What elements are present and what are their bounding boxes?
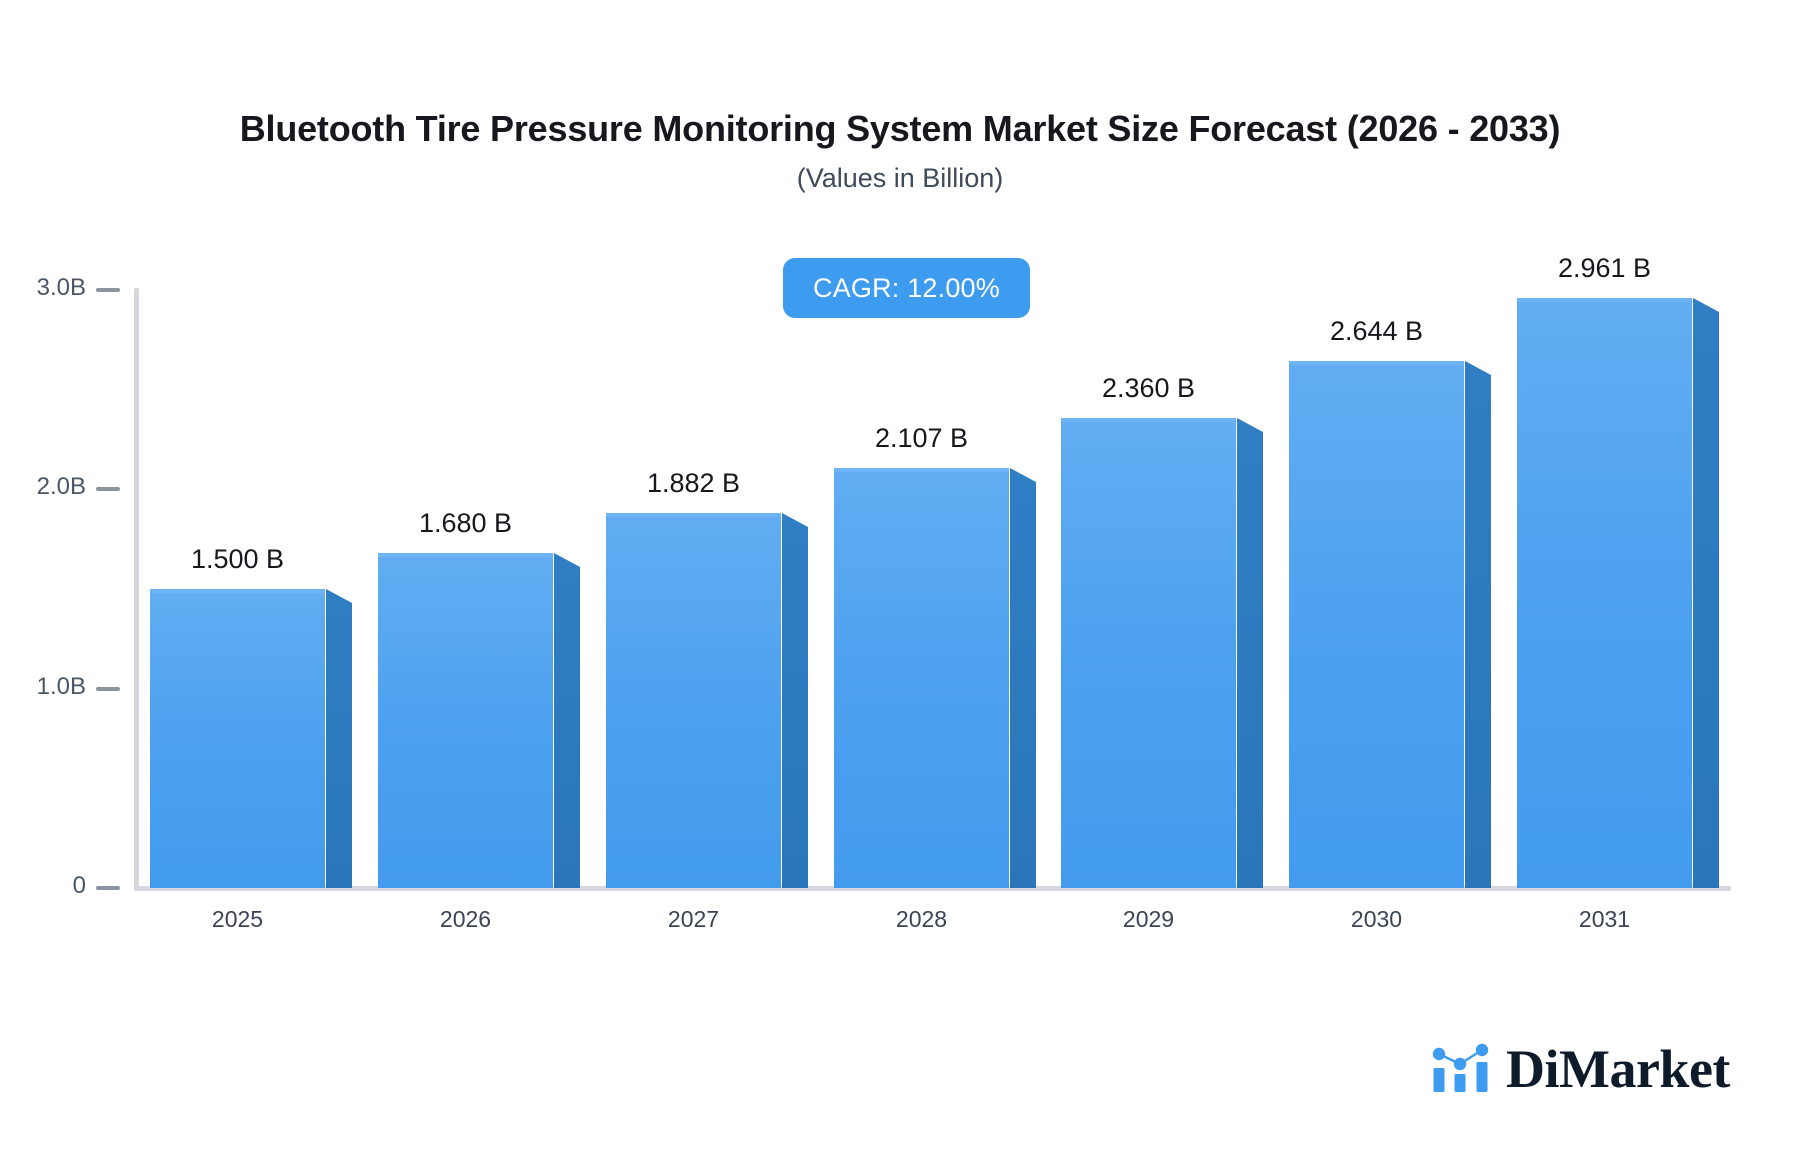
bar-column[interactable]: 2.360 B <box>1061 373 1263 888</box>
brand-logo: DiMarket <box>1430 1038 1730 1099</box>
bar-side-face <box>554 553 580 888</box>
y-axis-tick <box>96 487 120 492</box>
x-axis-tick-label: 2028 <box>895 906 948 932</box>
bar-front-face <box>378 553 553 888</box>
bar-column[interactable]: 1.500 B <box>150 544 352 888</box>
chart-title: Bluetooth Tire Pressure Monitoring Syste… <box>239 108 1561 149</box>
y-axis-tick-label: 2.0B <box>36 473 86 501</box>
bar-front-face <box>606 513 781 888</box>
chart-header: Bluetooth Tire Pressure Monitoring Syste… <box>0 108 1800 194</box>
bar-top-face <box>1061 418 1236 422</box>
bar-column[interactable]: 2.961 B <box>1517 253 1719 888</box>
y-axis-tick <box>96 886 120 890</box>
bar-chart-trend-icon <box>1430 1038 1492 1099</box>
x-axis-tick-label: 2031 <box>1578 906 1631 932</box>
bar-front-face <box>1061 418 1236 888</box>
bar-value-label: 2.644 B <box>1329 316 1424 346</box>
bar-column[interactable]: 2.107 B <box>834 423 1036 888</box>
y-axis-line <box>134 288 139 890</box>
bar-value-label: 2.107 B <box>874 423 969 453</box>
bar-value-label: 1.680 B <box>418 508 513 538</box>
x-axis-tick-label: 2026 <box>439 906 492 932</box>
y-axis-tick-label: 1.0B <box>36 672 86 700</box>
bar-top-face <box>378 553 553 557</box>
bar-top-face <box>1517 298 1692 302</box>
bar-top-face <box>150 589 325 593</box>
x-axis-line <box>134 886 1731 891</box>
brand-name: DiMarket <box>1506 1038 1730 1099</box>
bar-top-face <box>834 468 1009 472</box>
bar-value-label: 2.961 B <box>1557 253 1652 283</box>
y-axis-tick <box>96 288 120 292</box>
chart-subtitle: (Values in Billion) <box>796 163 1004 194</box>
bar-value-label: 2.360 B <box>1101 373 1196 403</box>
bar-value-label: 1.882 B <box>646 468 741 498</box>
bar-front-face <box>1289 361 1464 888</box>
y-axis-tick <box>96 686 120 691</box>
bar-value-label: 1.500 B <box>190 544 285 574</box>
bar-side-face <box>326 589 352 888</box>
x-axis-tick-label: 2030 <box>1350 906 1403 932</box>
bar-column[interactable]: 2.644 B <box>1289 316 1491 888</box>
bar-side-face <box>1465 361 1491 888</box>
bar-side-face <box>1693 298 1719 888</box>
x-axis-tick-label: 2029 <box>1122 906 1175 932</box>
bar-top-face <box>606 513 781 517</box>
y-axis-tick-label: 0 <box>72 872 86 899</box>
bar-side-face <box>782 513 808 888</box>
bar-column[interactable]: 1.680 B <box>378 508 580 888</box>
bar-column[interactable]: 1.882 B <box>606 468 808 888</box>
bar-front-face <box>834 468 1009 888</box>
cagr-badge: CAGR: 12.00% <box>783 258 1030 318</box>
y-axis-tick-label: 3.0B <box>36 274 86 301</box>
x-axis-tick-label: 2025 <box>211 906 264 932</box>
bar-side-face <box>1237 418 1263 888</box>
bar-front-face <box>1517 298 1692 888</box>
bar-top-face <box>1289 361 1464 365</box>
x-axis-tick-label: 2027 <box>667 906 720 932</box>
bar-side-face <box>1010 468 1036 888</box>
bar-front-face <box>150 589 325 888</box>
